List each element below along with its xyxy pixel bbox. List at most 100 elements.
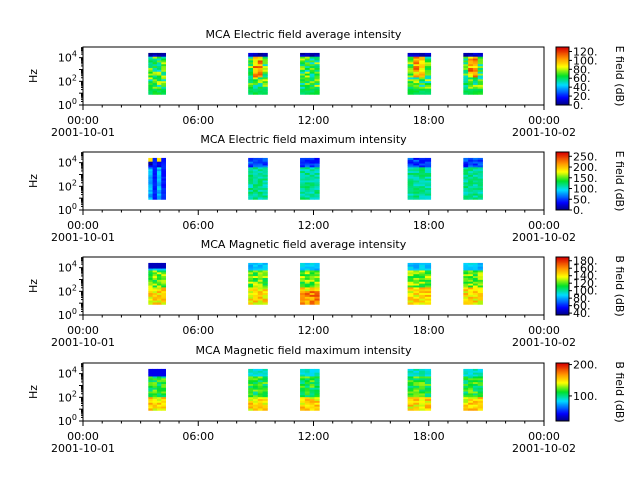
spectrogram-cell — [156, 378, 162, 381]
spectrogram-cell — [309, 302, 315, 305]
spectrogram-cell — [419, 52, 426, 56]
colorbar-swatch — [556, 405, 569, 407]
spectrogram-cell — [304, 281, 311, 285]
spectrogram-cell — [424, 264, 432, 268]
spectrogram-cell — [424, 376, 432, 379]
spectrogram-cell — [463, 84, 469, 88]
spectrogram-cell — [262, 268, 268, 271]
spectrogram-cell — [472, 395, 479, 398]
spectrogram-cell — [419, 380, 426, 383]
spectrogram-cell — [252, 285, 259, 288]
spectrogram-cell — [156, 71, 162, 75]
spectrogram-cell — [300, 165, 306, 168]
spectrogram-cell — [472, 378, 479, 381]
spectrogram-cell — [262, 372, 268, 375]
spectrogram-cell — [304, 75, 311, 78]
spectrogram-cell — [419, 191, 426, 195]
spectrogram-cell — [407, 300, 414, 303]
spectrogram-cell — [262, 293, 268, 296]
spectrogram-cell — [472, 291, 479, 294]
spectrogram-cell — [472, 397, 479, 400]
colorbar-swatch — [556, 365, 569, 368]
spectrogram-cell — [304, 86, 311, 90]
spectrogram-cell — [257, 83, 263, 86]
spectrogram-cell — [468, 380, 474, 383]
spectrogram-cell — [419, 378, 426, 381]
spectrogram-cell — [257, 289, 263, 292]
spectrogram-cell — [252, 90, 259, 93]
spectrogram-cell — [156, 52, 162, 56]
spectrogram-cell — [407, 281, 414, 285]
colorbar-tick-label: 200. — [573, 359, 598, 372]
spectrogram-cell — [257, 182, 263, 185]
spectrogram-cell — [309, 58, 315, 61]
colorbar-swatch — [556, 307, 569, 310]
spectrogram-cell — [468, 195, 474, 198]
spectrogram-cell — [472, 178, 479, 181]
spectrogram-cell — [477, 383, 483, 387]
spectrogram-cell — [477, 385, 483, 389]
spectrogram-cell — [472, 262, 479, 266]
x-tick-date: 2001-10-01 — [51, 442, 115, 455]
colorbar-tick-label: 200. — [573, 161, 598, 174]
spectrogram-cell — [424, 277, 432, 281]
spectrogram-cell — [252, 60, 259, 63]
spectrogram-cell — [413, 182, 420, 185]
spectrogram-cell — [300, 197, 306, 200]
y-tick-label: 102 — [58, 178, 77, 193]
spectrogram-cell — [257, 165, 263, 168]
y-tick-label: 100 — [58, 413, 77, 428]
spectrogram-cell — [468, 395, 474, 398]
spectrogram-cell — [257, 66, 263, 69]
spectrogram-cell — [407, 400, 414, 404]
spectrogram-cell — [152, 302, 158, 305]
spectrogram-cell — [304, 296, 311, 300]
spectrogram-cell — [252, 270, 259, 273]
spectrogram-cell — [304, 191, 311, 195]
spectrogram-cell — [248, 387, 254, 391]
spectrogram-cell — [407, 195, 414, 198]
spectrogram-cell — [161, 291, 166, 294]
spectrogram-cell — [304, 88, 311, 91]
spectrogram-cell — [472, 302, 479, 305]
spectrogram-cell — [477, 302, 483, 305]
spectrogram-cell — [248, 56, 254, 59]
spectrogram-cell — [419, 172, 426, 176]
spectrogram-cell — [413, 302, 420, 305]
spectrogram-cell — [407, 60, 414, 63]
spectrogram-cell — [248, 376, 254, 379]
x-tick-label: 12:00 — [298, 324, 330, 337]
spectrogram-cell — [463, 296, 469, 300]
colorbar-swatch — [556, 154, 569, 157]
spectrogram-cell — [463, 293, 469, 296]
spectrogram-cell — [472, 385, 479, 389]
spectrogram-cell — [413, 60, 420, 63]
spectrogram-cell — [468, 169, 474, 172]
spectrogram-cell — [248, 174, 254, 178]
spectrogram-cell — [148, 88, 154, 91]
spectrogram-cell — [257, 287, 263, 290]
spectrogram-cell — [309, 193, 315, 196]
spectrogram-cell — [314, 180, 320, 183]
spectrogram-cell — [152, 56, 158, 59]
spectrogram-cell — [248, 157, 254, 161]
spectrogram-cell — [257, 276, 263, 279]
spectrogram-cell — [424, 62, 432, 65]
spectrogram-cell — [477, 171, 483, 174]
spectrogram-cell — [252, 368, 259, 372]
spectrogram-cell — [152, 84, 158, 88]
colorbar-swatch — [556, 370, 569, 372]
spectrogram-cell — [477, 298, 483, 301]
spectrogram-cell — [413, 294, 420, 298]
spectrogram-cell — [407, 291, 414, 294]
y-tick-label: 104 — [58, 50, 77, 65]
spectrogram-cell — [248, 159, 254, 163]
spectrogram-cell — [161, 188, 166, 191]
spectrogram-segment — [407, 157, 432, 200]
spectrogram-cell — [248, 404, 254, 407]
spectrogram-cell — [413, 380, 420, 383]
spectrogram-cell — [161, 274, 166, 277]
spectrogram-cell — [314, 281, 320, 285]
spectrogram-cell — [252, 69, 259, 73]
spectrogram-cell — [152, 81, 158, 84]
